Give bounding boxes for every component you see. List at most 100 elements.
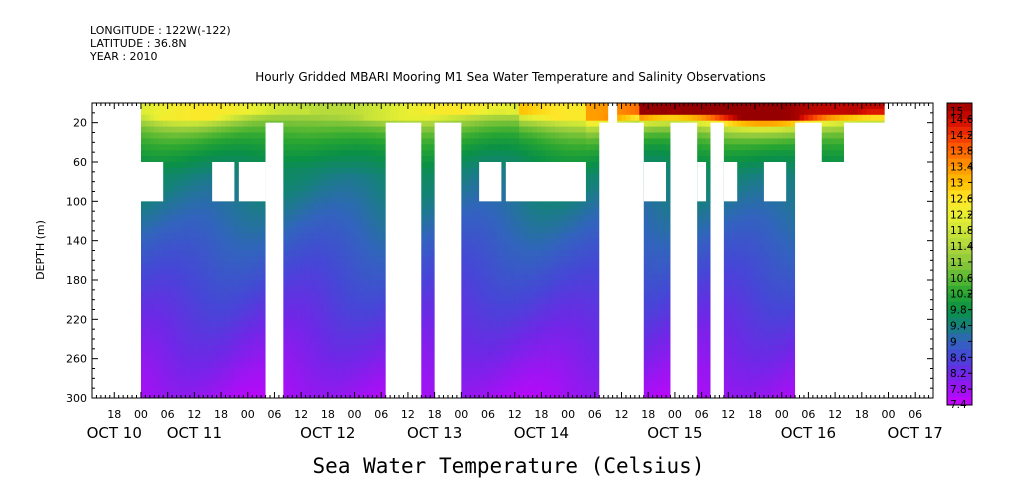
heat-cell [256, 368, 262, 375]
heat-cell [283, 333, 289, 340]
heat-cell [559, 126, 565, 134]
heat-cell [229, 309, 235, 316]
heat-cell [292, 274, 298, 281]
heat-cell [505, 250, 511, 257]
heat-cell [314, 238, 320, 246]
heat-cell [247, 315, 253, 322]
heat-cell [350, 344, 356, 352]
heat-cell [381, 120, 387, 128]
heat-cell [514, 256, 520, 263]
heat-cell [523, 291, 529, 299]
heat-cell [332, 285, 338, 293]
heat-cell [470, 303, 476, 311]
heat-cell [221, 250, 227, 257]
heat-cell [577, 392, 583, 398]
heat-cell [292, 386, 298, 393]
heat-cell [234, 108, 240, 116]
heat-cell [470, 250, 476, 257]
heat-cell [163, 221, 169, 228]
heat-cell [568, 108, 574, 116]
heat-cell [332, 244, 338, 252]
heat-cell [221, 232, 227, 240]
heat-cell [421, 162, 427, 169]
heat-cell [172, 268, 178, 275]
heat-cell [488, 226, 494, 234]
heat-cell [287, 380, 293, 387]
heat-cell [559, 380, 565, 387]
heat-cell [261, 374, 267, 381]
heat-cell [238, 297, 244, 305]
heat-cell [207, 339, 213, 346]
heat-cell [488, 150, 494, 157]
heat-cell [287, 309, 293, 316]
heat-cell [292, 268, 298, 275]
heat-cell [550, 333, 556, 340]
heat-cell [483, 203, 489, 210]
heat-cell [501, 344, 507, 352]
heat-cell [354, 197, 360, 204]
heat-cell [545, 291, 551, 299]
heat-cell [283, 356, 289, 364]
heat-cell [180, 315, 187, 322]
heat-cell [296, 256, 302, 263]
heat-cell [363, 356, 369, 364]
heat-cell [247, 309, 253, 316]
heat-cell [425, 167, 431, 175]
heat-cell [154, 238, 160, 246]
heat-cell [176, 173, 182, 181]
heat-cell [523, 132, 529, 139]
heat-cell [483, 362, 489, 370]
heat-cell [203, 303, 209, 311]
heat-cell [470, 215, 476, 222]
heat-cell [354, 103, 360, 110]
heat-cell [501, 221, 507, 228]
heat-cell [550, 226, 556, 234]
heat-cell [176, 327, 182, 334]
heat-cell [198, 209, 204, 216]
heat-cell [545, 362, 551, 370]
heat-cell [176, 291, 182, 299]
heat-cell [572, 386, 578, 393]
heat-cell [496, 114, 502, 122]
heat-cell [492, 297, 498, 305]
heat-cell [292, 380, 298, 387]
heat-cell [381, 362, 387, 370]
heat-cell [496, 386, 502, 393]
heat-cell [474, 167, 480, 175]
heat-cell [207, 321, 213, 328]
heat-cell [194, 150, 200, 157]
heat-cell [519, 256, 525, 263]
heat-cell [376, 203, 382, 210]
heat-cell [554, 250, 560, 257]
heat-cell [140, 285, 146, 293]
heat-cell [145, 262, 151, 269]
heat-cell [145, 303, 151, 311]
heat-cell [221, 362, 227, 370]
heat-cell [483, 268, 489, 275]
heat-cell [354, 333, 360, 340]
heat-cell [474, 350, 480, 358]
heat-cell [519, 274, 525, 281]
heat-cell [323, 344, 329, 352]
heat-cell [203, 138, 209, 145]
heat-cell [479, 209, 485, 216]
heat-cell [501, 309, 507, 316]
heat-cell [292, 344, 298, 352]
heat-cell [563, 262, 569, 269]
heat-cell [367, 356, 373, 364]
heat-cell [185, 114, 191, 122]
heat-cell [341, 350, 347, 358]
heat-cell [492, 238, 498, 246]
heat-cell [536, 108, 543, 116]
heat-cell [559, 232, 565, 240]
heat-cell [212, 368, 218, 375]
heat-cell [207, 344, 213, 352]
heat-cell [510, 126, 516, 134]
heat-cell [261, 256, 267, 263]
heat-cell [287, 280, 293, 287]
heat-cell [287, 167, 293, 175]
heat-cell [581, 321, 587, 328]
heat-cell [167, 386, 173, 393]
heat-cell [158, 232, 164, 240]
heat-cell [269, 114, 276, 122]
